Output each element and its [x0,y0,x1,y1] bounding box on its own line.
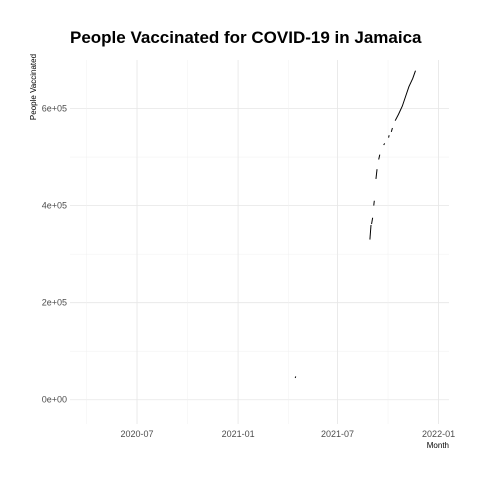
series-group [294,70,416,379]
series-line-segment [378,154,381,160]
x-tick-label: 2022-01 [422,429,455,439]
x-tick-label: 2021-01 [222,429,255,439]
grid [70,60,449,424]
x-tick-label: 2021-07 [321,429,354,439]
x-tick-label: 2020-07 [120,429,153,439]
y-tick-label: 2e+05 [42,298,67,308]
series-line-segment [369,224,372,240]
y-axis-title: People Vaccinated [29,54,38,120]
y-tick-label: 6e+05 [42,104,67,114]
chart-title: People Vaccinated for COVID-19 in Jamaic… [70,28,422,47]
series-line-segment [383,143,386,146]
series-line-segment [388,135,390,138]
y-axis: 0e+00 2e+05 4e+05 6e+05 [42,104,67,405]
series-line-segment [394,70,416,121]
y-tick-label: 0e+00 [42,395,67,405]
series-line-segment [375,169,378,179]
x-axis: 2020-07 2021-01 2021-07 2022-01 [120,429,455,439]
y-tick-label: 4e+05 [42,201,67,211]
series-line-segment [373,200,375,206]
series-line-segment [371,217,374,225]
series-line-segment [390,127,393,132]
series-line-segment [294,376,297,379]
x-axis-title: Month [427,441,449,450]
